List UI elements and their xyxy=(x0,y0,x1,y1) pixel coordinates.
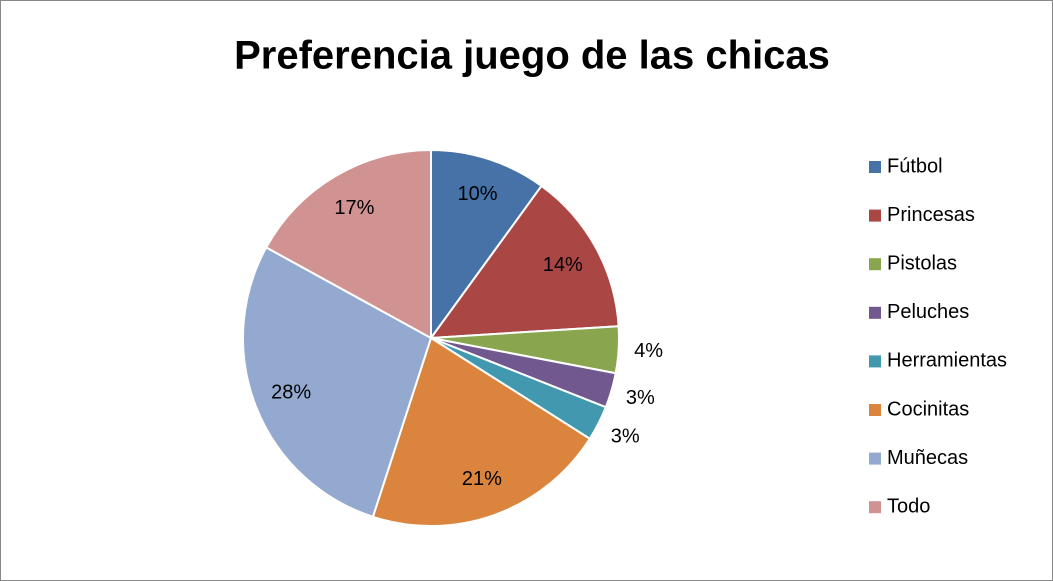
legend-label: Pistolas xyxy=(887,252,957,274)
legend-label: Peluches xyxy=(887,301,969,323)
pie-slice xyxy=(264,148,432,340)
data-label: 14% xyxy=(543,254,583,276)
legend-swatch xyxy=(869,258,881,271)
data-label: 21% xyxy=(462,468,502,490)
pie-slice xyxy=(428,184,620,340)
data-label: 10% xyxy=(457,183,497,205)
legend-label: Herramientas xyxy=(887,350,1007,372)
pie-slice xyxy=(371,336,592,527)
legend-label: Todo xyxy=(887,495,930,517)
legend-swatch xyxy=(869,161,881,173)
data-label: 3% xyxy=(626,387,655,409)
legend-label: Fútbol xyxy=(887,155,943,177)
pie-slice xyxy=(242,246,433,519)
legend-swatch xyxy=(869,501,881,514)
data-label: 17% xyxy=(334,197,374,219)
legend-label: Princesas xyxy=(887,204,975,226)
legend-swatch xyxy=(869,306,881,319)
legend-swatch xyxy=(869,452,881,465)
legend-swatch xyxy=(869,209,881,222)
data-label: 3% xyxy=(611,425,640,447)
legend-label: Cocinitas xyxy=(887,398,969,420)
chart-title: Preferencia juego de las chicas xyxy=(234,34,830,78)
data-label: 28% xyxy=(271,382,311,404)
pie-slice xyxy=(430,148,543,342)
legend-label: Muñecas xyxy=(887,447,968,469)
data-label: 4% xyxy=(634,340,663,362)
legend-swatch xyxy=(869,404,881,416)
legend-swatch xyxy=(869,355,881,368)
